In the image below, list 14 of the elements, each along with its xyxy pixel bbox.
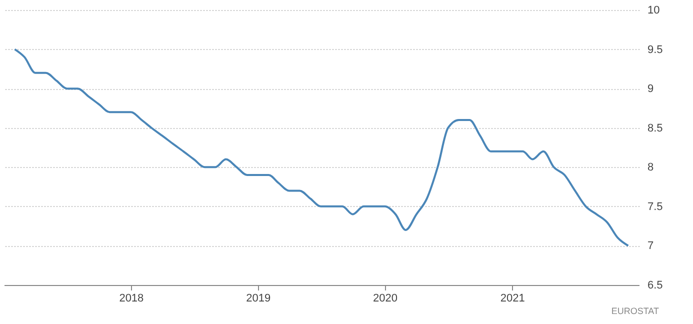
y-tick-label: 9 — [648, 83, 654, 96]
y-tick-label: 10 — [648, 4, 660, 16]
x-tick-label: 2018 — [119, 292, 144, 304]
x-tick-label: 2020 — [373, 292, 398, 304]
y-tick-label: 6.5 — [648, 280, 663, 292]
y-tick-label: 8.5 — [648, 122, 663, 134]
text: EUROSTAT — [611, 306, 660, 316]
y-tick-label: 7 — [648, 240, 654, 252]
x-tick-label: 2021 — [500, 292, 525, 304]
y-tick-label: 8 — [648, 162, 654, 174]
y-tick-label: 7.5 — [648, 200, 663, 213]
line-series — [14, 48, 630, 247]
x-tick-label: 2019 — [246, 292, 271, 304]
y-tick-label: 9.5 — [648, 44, 663, 56]
